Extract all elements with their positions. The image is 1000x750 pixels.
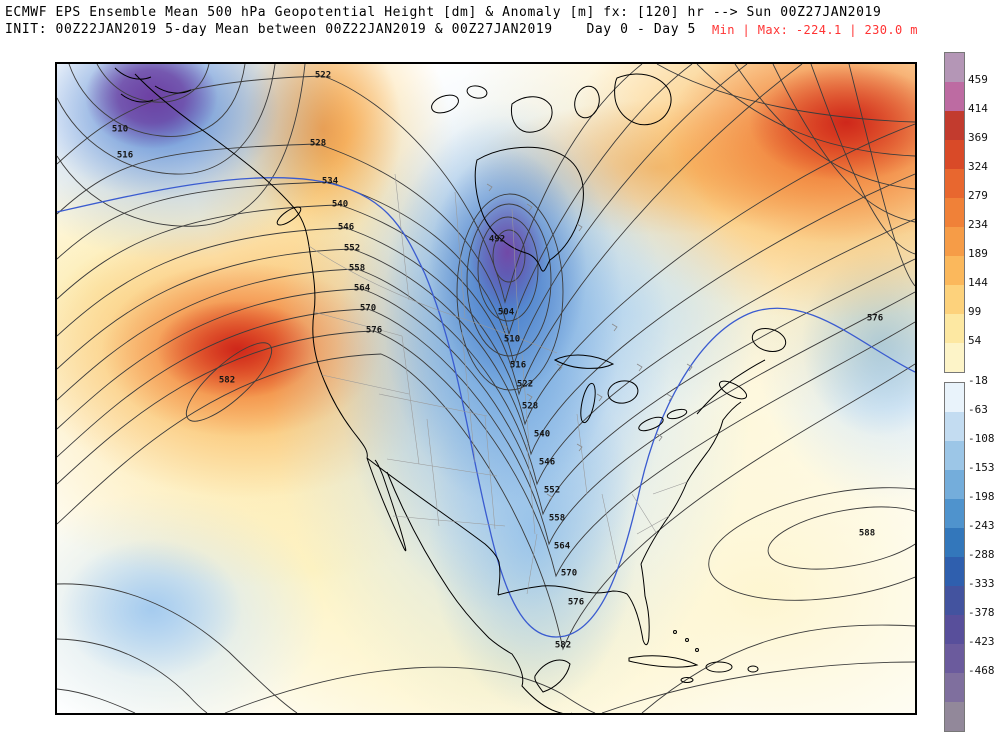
- colorbar-tick-label: -18: [968, 374, 988, 387]
- contour-label: 510: [503, 334, 521, 345]
- colorbar-tick-label: -108: [968, 432, 995, 445]
- contour-label: 516: [116, 150, 134, 161]
- contour-label: 546: [538, 457, 556, 468]
- colorbar-tick-label: 459: [968, 73, 988, 86]
- colorbar-segment: [945, 140, 964, 169]
- colorbar-segment: [945, 586, 964, 615]
- colorbar-tick-label: 234: [968, 218, 988, 231]
- contour-label: 540: [331, 199, 349, 210]
- contour-label: 582: [554, 640, 572, 651]
- colorbar-tick-label: -63: [968, 403, 988, 416]
- map-panel: 510 516 522 528 534 540 546 552 558 564 570 576 582 4…: [55, 62, 917, 715]
- state-borders: [308, 173, 688, 595]
- colorbar-segment: [945, 644, 964, 673]
- contour-lines-layer: [57, 64, 915, 713]
- colorbar-positive-block: [944, 52, 965, 373]
- contour-label: 570: [359, 303, 377, 314]
- colorbar-segment: [945, 441, 964, 470]
- anomaly-shading-layer: [57, 64, 915, 713]
- contour-label: 576: [567, 597, 585, 608]
- colorbar-segment: [945, 227, 964, 256]
- contour-label: 522: [314, 70, 332, 81]
- contour-label: 546: [337, 222, 355, 233]
- contour-label: 522: [516, 379, 534, 390]
- title-line-1: ECMWF EPS Ensemble Mean 500 hPa Geopoten…: [5, 5, 882, 20]
- colorbar-segment: [945, 383, 964, 412]
- height-contours: [57, 64, 915, 713]
- contour-label: 588: [858, 528, 876, 539]
- contour-label: 552: [543, 485, 561, 496]
- contour-label: 564: [553, 541, 571, 552]
- contour-label: 528: [309, 138, 327, 149]
- colorbar-segment: [945, 82, 964, 111]
- colorbar-segment: [945, 702, 964, 731]
- colorbar-segment: [945, 528, 964, 557]
- contour-label: 510: [111, 124, 129, 135]
- coastlines: [114, 67, 787, 713]
- colorbar-tick-label: -288: [968, 548, 995, 561]
- colorbar-segment: [945, 470, 964, 499]
- contour-label: 582: [218, 375, 236, 386]
- contour-label: 570: [560, 568, 578, 579]
- colorbar-tick-label: -153: [968, 461, 995, 474]
- contour-label: 540: [533, 429, 551, 440]
- colorbar-segment: [945, 673, 964, 702]
- contour-label: 576: [365, 325, 383, 336]
- colorbar-segment: [945, 111, 964, 140]
- colorbar-segment: [945, 285, 964, 314]
- colorbar-tick-label: -378: [968, 606, 995, 619]
- contour-label: 558: [548, 513, 566, 524]
- colorbar-segment: [945, 256, 964, 285]
- colorbar-tick-label: -468: [968, 664, 995, 677]
- colorbar-tick-label: -333: [968, 577, 995, 590]
- colorbar-tick-label: 324: [968, 160, 988, 173]
- colorbar-negative-block: [944, 382, 965, 732]
- contour-label: 516: [509, 360, 527, 371]
- colorbar-tick-label: 279: [968, 189, 988, 202]
- contour-label: 504: [497, 307, 515, 318]
- colorbar-segment: [945, 314, 964, 343]
- colorbar-tick-label: 99: [968, 305, 982, 318]
- colorbar-tick-label: 144: [968, 276, 988, 289]
- colorbar-tick-label: -243: [968, 519, 995, 532]
- title-line-2: INIT: 00Z22JAN2019 5-day Mean between 00…: [5, 22, 696, 37]
- contour-label: 492: [488, 234, 506, 245]
- colorbar-segment: [945, 169, 964, 198]
- minmax-label: Min | Max: -224.1 | 230.0 m: [712, 23, 918, 37]
- contour-label: 564: [353, 283, 371, 294]
- contour-labels-layer: 510 516 522 528 534 540 546 552 558 564 570 576 582 4…: [57, 64, 915, 713]
- colorbar-tick-label: 54: [968, 334, 982, 347]
- contour-label: 528: [521, 401, 539, 412]
- colorbar-tick-label: 414: [968, 102, 988, 115]
- contour-label: 552: [343, 243, 361, 254]
- colorbar-tick-label: 369: [968, 131, 988, 144]
- colorbar-segment: [945, 343, 964, 372]
- colorbar-tick-label: 189: [968, 247, 988, 260]
- colorbar-tick-labels: 459 414 369 324 279 234 189 144 99 54 -18 -63 -108 -1…: [968, 0, 1000, 750]
- colorbar-segment: [945, 198, 964, 227]
- colorbar-segment: [945, 557, 964, 586]
- highlight-contour-blue: [57, 177, 915, 638]
- colorbar-segment: [945, 412, 964, 441]
- contour-label: 558: [348, 263, 366, 274]
- colorbar-segment: [945, 615, 964, 644]
- contour-label: 534: [321, 176, 339, 187]
- colorbar-tick-label: -423: [968, 635, 995, 648]
- colorbar-tick-label: -198: [968, 490, 995, 503]
- colorbar-segment: [945, 499, 964, 528]
- contour-label: 576: [866, 313, 884, 324]
- ensemble-marks: [486, 183, 693, 502]
- colorbar-segment: [945, 53, 964, 82]
